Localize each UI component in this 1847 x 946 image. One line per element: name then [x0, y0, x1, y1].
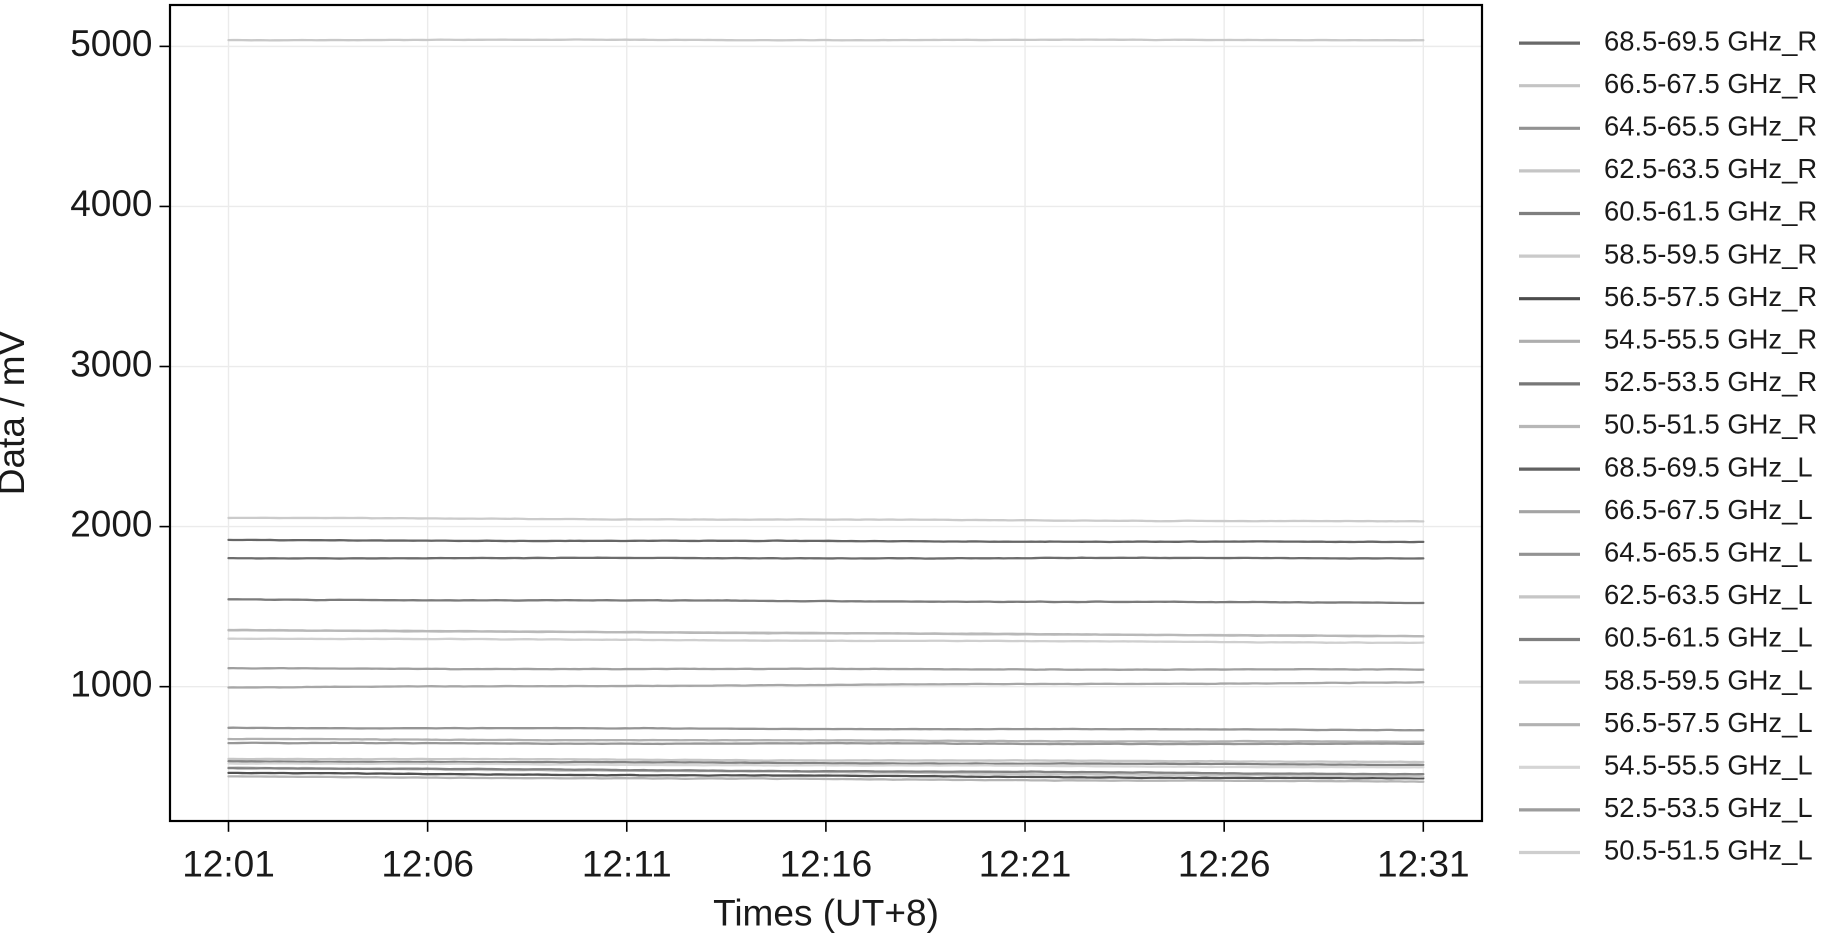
svg-text:66.5-67.5 GHz_L: 66.5-67.5 GHz_L: [1604, 494, 1813, 525]
svg-text:64.5-65.5 GHz_R: 64.5-65.5 GHz_R: [1604, 111, 1817, 142]
svg-text:12:16: 12:16: [780, 843, 873, 884]
svg-text:2000: 2000: [70, 503, 152, 544]
svg-text:Times (UT+8): Times (UT+8): [713, 893, 939, 934]
svg-text:62.5-63.5 GHz_R: 62.5-63.5 GHz_R: [1604, 153, 1817, 184]
svg-text:4000: 4000: [70, 183, 152, 224]
svg-text:54.5-55.5 GHz_L: 54.5-55.5 GHz_L: [1604, 750, 1813, 781]
svg-text:58.5-59.5 GHz_L: 58.5-59.5 GHz_L: [1604, 664, 1813, 695]
svg-text:Data / mV: Data / mV: [0, 330, 32, 495]
svg-text:60.5-61.5 GHz_L: 60.5-61.5 GHz_L: [1604, 622, 1813, 653]
svg-text:64.5-65.5 GHz_L: 64.5-65.5 GHz_L: [1604, 537, 1813, 568]
svg-text:58.5-59.5 GHz_R: 58.5-59.5 GHz_R: [1604, 238, 1817, 269]
svg-text:12:31: 12:31: [1377, 843, 1470, 884]
svg-text:60.5-61.5 GHz_R: 60.5-61.5 GHz_R: [1604, 196, 1817, 227]
svg-text:54.5-55.5 GHz_R: 54.5-55.5 GHz_R: [1604, 324, 1817, 355]
svg-text:1000: 1000: [70, 663, 152, 704]
svg-text:56.5-57.5 GHz_R: 56.5-57.5 GHz_R: [1604, 281, 1817, 312]
svg-text:52.5-53.5 GHz_R: 52.5-53.5 GHz_R: [1604, 366, 1817, 397]
svg-text:5000: 5000: [70, 23, 152, 64]
svg-text:68.5-69.5 GHz_R: 68.5-69.5 GHz_R: [1604, 25, 1817, 56]
svg-text:3000: 3000: [70, 343, 152, 384]
svg-text:12:01: 12:01: [182, 843, 275, 884]
svg-text:12:21: 12:21: [979, 843, 1072, 884]
svg-text:50.5-51.5 GHz_R: 50.5-51.5 GHz_R: [1604, 409, 1817, 440]
svg-text:12:06: 12:06: [381, 843, 474, 884]
svg-text:50.5-51.5 GHz_L: 50.5-51.5 GHz_L: [1604, 835, 1813, 866]
svg-text:12:11: 12:11: [582, 843, 672, 884]
svg-text:68.5-69.5 GHz_L: 68.5-69.5 GHz_L: [1604, 451, 1813, 482]
svg-text:66.5-67.5 GHz_R: 66.5-67.5 GHz_R: [1604, 68, 1817, 99]
svg-text:52.5-53.5 GHz_L: 52.5-53.5 GHz_L: [1604, 792, 1813, 823]
svg-text:12:26: 12:26: [1178, 843, 1271, 884]
svg-text:56.5-57.5 GHz_L: 56.5-57.5 GHz_L: [1604, 707, 1813, 738]
svg-text:62.5-63.5 GHz_L: 62.5-63.5 GHz_L: [1604, 579, 1813, 610]
